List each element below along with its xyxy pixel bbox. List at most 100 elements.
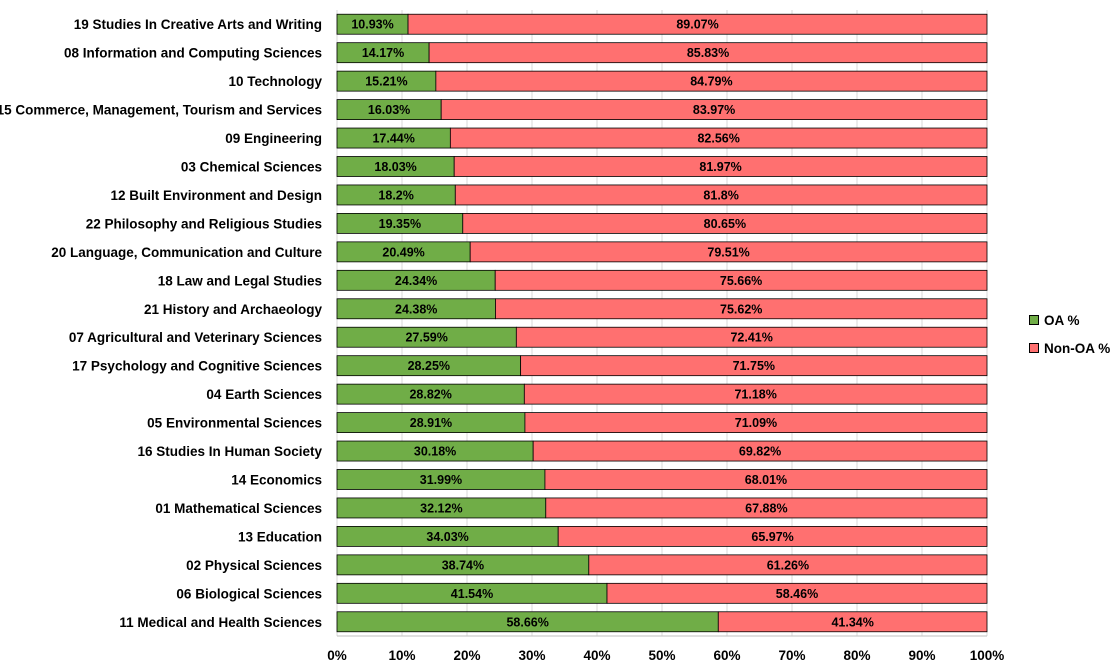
data-label-oa-9: 24.34% (395, 274, 437, 288)
category-label: 13 Education (238, 529, 322, 544)
category-label: 03 Chemical Sciences (181, 160, 322, 175)
category-label: 20 Language, Communication and Culture (51, 245, 322, 260)
category-label: 12 Built Environment and Design (110, 188, 322, 203)
bar-non-oa-21 (717, 611, 988, 633)
bar-non-oa-2 (435, 70, 988, 92)
category-label: 09 Engineering (225, 131, 322, 146)
data-label-oa-3: 16.03% (368, 103, 410, 117)
data-label-non-oa-13: 71.18% (734, 388, 776, 402)
data-label-oa-11: 27.59% (405, 331, 447, 345)
bar-non-oa-7 (462, 213, 988, 234)
category-label: 14 Economics (231, 473, 322, 488)
data-label-non-oa-19: 61.26% (767, 558, 809, 572)
data-label-oa-21: 58.66% (506, 615, 548, 629)
data-label-oa-13: 28.82% (409, 388, 451, 402)
category-label: 18 Law and Legal Studies (158, 273, 322, 288)
bar-non-oa-16 (544, 469, 988, 490)
data-label-non-oa-10: 75.62% (720, 302, 762, 316)
data-label-non-oa-11: 72.41% (730, 331, 772, 345)
data-label-oa-10: 24.38% (395, 302, 437, 316)
category-label: 15 Commerce, Management, Tourism and Ser… (0, 103, 322, 118)
category-label: 21 History and Archaeology (144, 302, 323, 317)
data-label-oa-0: 10.93% (351, 18, 393, 32)
category-label: 07 Agricultural and Veterinary Sciences (69, 330, 322, 345)
x-tick-label: 50% (648, 648, 675, 663)
x-tick-label: 30% (518, 648, 545, 663)
data-label-non-oa-1: 85.83% (687, 46, 729, 60)
data-label-non-oa-3: 83.97% (693, 103, 735, 117)
bar-non-oa-6 (454, 184, 988, 206)
data-label-oa-4: 17.44% (372, 132, 414, 146)
data-label-oa-14: 28.91% (410, 416, 452, 430)
legend-label-non-oa: Non-OA % (1044, 340, 1111, 356)
data-label-oa-5: 18.03% (374, 160, 416, 174)
legend-swatch-oa (1029, 315, 1039, 325)
labels: 0% 10% 20% 30% 40% 50% 60% 70% 80% 90% 100% 10.93% 8… (0, 17, 1004, 663)
data-label-oa-8: 20.49% (382, 245, 424, 259)
bar-non-oa-0 (407, 13, 988, 35)
data-label-non-oa-16: 68.01% (745, 473, 787, 487)
data-label-non-oa-0: 89.07% (676, 18, 718, 32)
data-label-non-oa-9: 75.66% (720, 274, 762, 288)
data-label-oa-7: 19.35% (379, 217, 421, 231)
legend: OA % Non-OA % (1029, 311, 1110, 367)
data-label-oa-16: 31.99% (420, 473, 462, 487)
data-label-non-oa-18: 65.97% (751, 530, 793, 544)
category-label: 01 Mathematical Sciences (155, 501, 322, 516)
data-label-non-oa-14: 71.09% (735, 416, 777, 430)
x-tick-label: 100% (970, 648, 1005, 663)
bar-non-oa-15 (532, 440, 988, 462)
bar-non-oa-20 (606, 582, 988, 604)
data-label-non-oa-5: 81.97% (699, 160, 741, 174)
bar-non-oa-8 (469, 241, 988, 263)
category-label: 17 Psychology and Cognitive Sciences (72, 359, 322, 374)
data-label-non-oa-6: 81.8% (703, 188, 738, 202)
bars (336, 13, 988, 633)
data-label-non-oa-17: 67.88% (745, 501, 787, 515)
bar-non-oa-17 (545, 497, 988, 519)
legend-item-non-oa: Non-OA % (1029, 339, 1110, 357)
category-label: 19 Studies In Creative Arts and Writing (74, 17, 322, 32)
x-tick-label: 0% (327, 648, 347, 663)
category-label: 16 Studies In Human Society (137, 444, 322, 459)
bar-non-oa-10 (495, 298, 988, 320)
data-label-non-oa-21: 41.34% (831, 615, 873, 629)
category-label: 05 Environmental Sciences (147, 416, 322, 431)
data-label-oa-17: 32.12% (420, 501, 462, 515)
data-label-oa-6: 18.2% (378, 188, 413, 202)
x-tick-label: 70% (778, 648, 805, 663)
data-label-oa-12: 28.25% (408, 359, 450, 373)
category-label: 04 Earth Sciences (206, 387, 322, 402)
bar-non-oa-11 (515, 326, 988, 348)
data-label-non-oa-2: 84.79% (690, 75, 732, 89)
x-tick-label: 60% (713, 648, 740, 663)
data-label-non-oa-8: 79.51% (707, 245, 749, 259)
category-label: 22 Philosophy and Religious Studies (86, 216, 322, 231)
bar-non-oa-4 (449, 127, 988, 149)
data-label-oa-15: 30.18% (414, 445, 456, 459)
data-label-non-oa-7: 80.65% (704, 217, 746, 231)
data-label-non-oa-15: 69.82% (739, 445, 781, 459)
category-label: 06 Biological Sciences (176, 586, 322, 601)
data-label-oa-20: 41.54% (451, 587, 493, 601)
legend-label-oa: OA % (1044, 312, 1080, 328)
data-label-non-oa-12: 71.75% (733, 359, 775, 373)
bar-non-oa-9 (494, 269, 988, 291)
legend-item-oa: OA % (1029, 311, 1110, 329)
bar-non-oa-1 (428, 42, 988, 64)
bar-non-oa-3 (440, 99, 988, 120)
x-tick-label: 10% (388, 648, 415, 663)
data-label-non-oa-4: 82.56% (697, 132, 739, 146)
category-label: 10 Technology (228, 74, 322, 89)
data-label-oa-1: 14.17% (362, 46, 404, 60)
bar-non-oa-12 (520, 355, 988, 377)
data-label-oa-18: 34.03% (426, 530, 468, 544)
data-label-non-oa-20: 58.46% (776, 587, 818, 601)
bar-non-oa-19 (588, 554, 988, 576)
x-tick-label: 40% (583, 648, 610, 663)
category-label: 08 Information and Computing Sciences (64, 46, 322, 61)
bar-non-oa-5 (453, 156, 988, 177)
data-label-oa-19: 38.74% (442, 558, 484, 572)
bar-non-oa-13 (523, 383, 988, 405)
